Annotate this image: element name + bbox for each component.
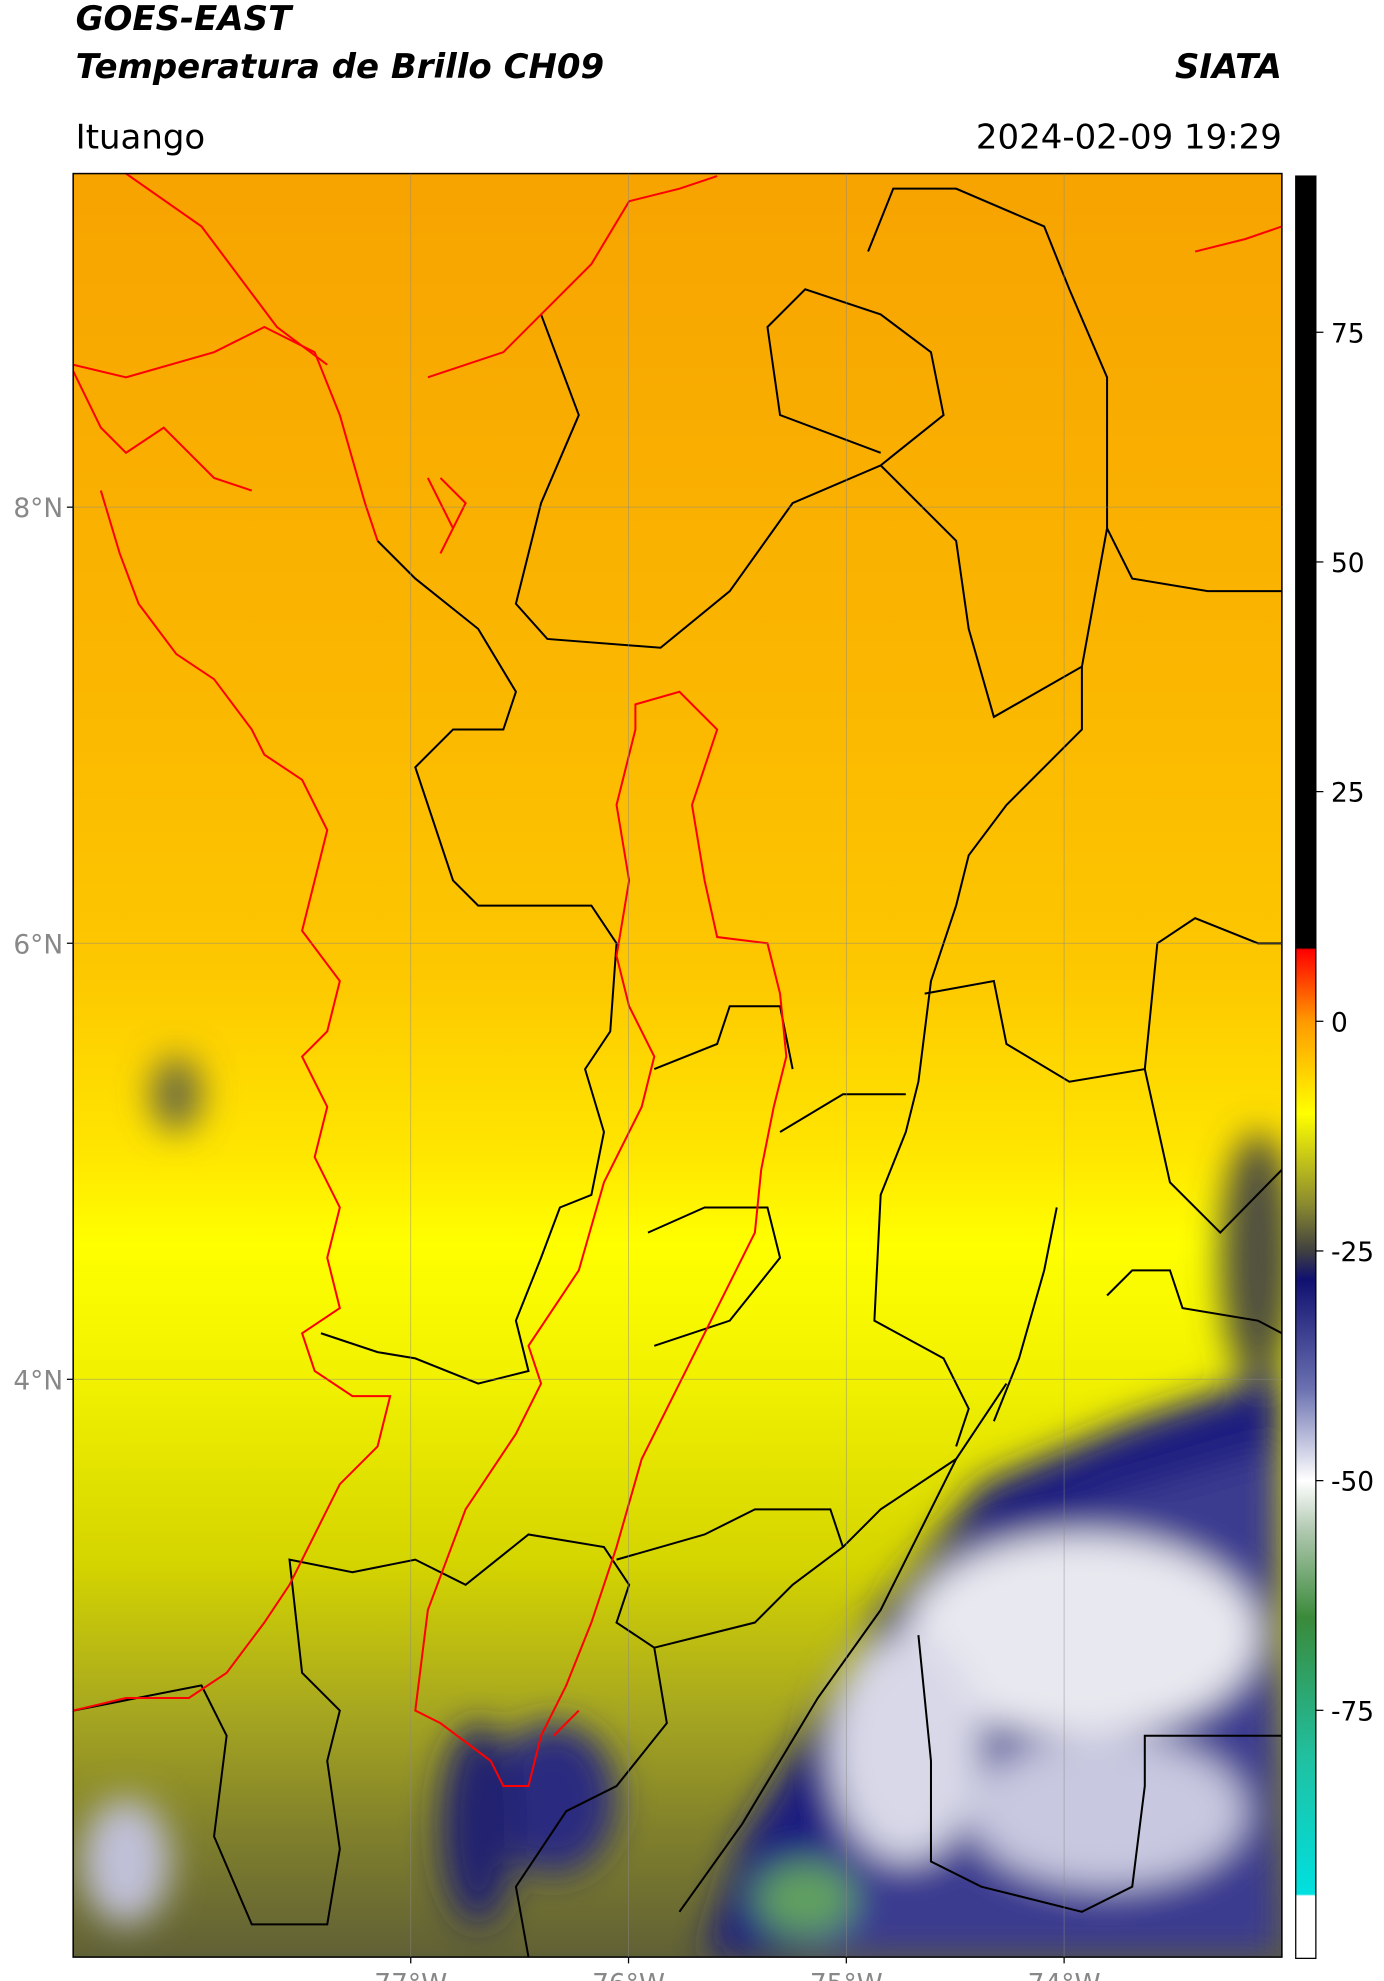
title: GOES-EAST	[76, 0, 294, 39]
colorbar	[1295, 175, 1317, 1959]
map-imagery	[73, 173, 1282, 1958]
colorbar-tick-label: 0	[1331, 1007, 1348, 1038]
y-tick-label: 6°N	[13, 929, 63, 960]
x-tick-label: 75°W	[810, 1968, 883, 1981]
colorbar-tick-label: -50	[1331, 1467, 1374, 1498]
colorbar-tick-label: -25	[1331, 1237, 1374, 1268]
colorbar-tick-label: 50	[1331, 548, 1365, 579]
timestamp: 2024-02-09 19:29	[976, 117, 1282, 157]
location: Ituango	[76, 117, 206, 157]
source: SIATA	[1175, 47, 1282, 87]
y-tick-label: 8°N	[13, 493, 63, 524]
y-tick-label: 4°N	[13, 1365, 63, 1396]
x-tick-label: 74°W	[1028, 1968, 1101, 1981]
colorbar-tick-label: -75	[1331, 1696, 1374, 1727]
x-tick-label: 76°W	[592, 1968, 665, 1981]
x-tick-label: 77°W	[374, 1968, 447, 1981]
subtitle: Temperatura de Brillo CH09	[76, 47, 604, 87]
colorbar-tick-label: 75	[1331, 318, 1365, 349]
map-frame	[72, 172, 1283, 1958]
colorbar-tick-label: 25	[1331, 778, 1365, 809]
